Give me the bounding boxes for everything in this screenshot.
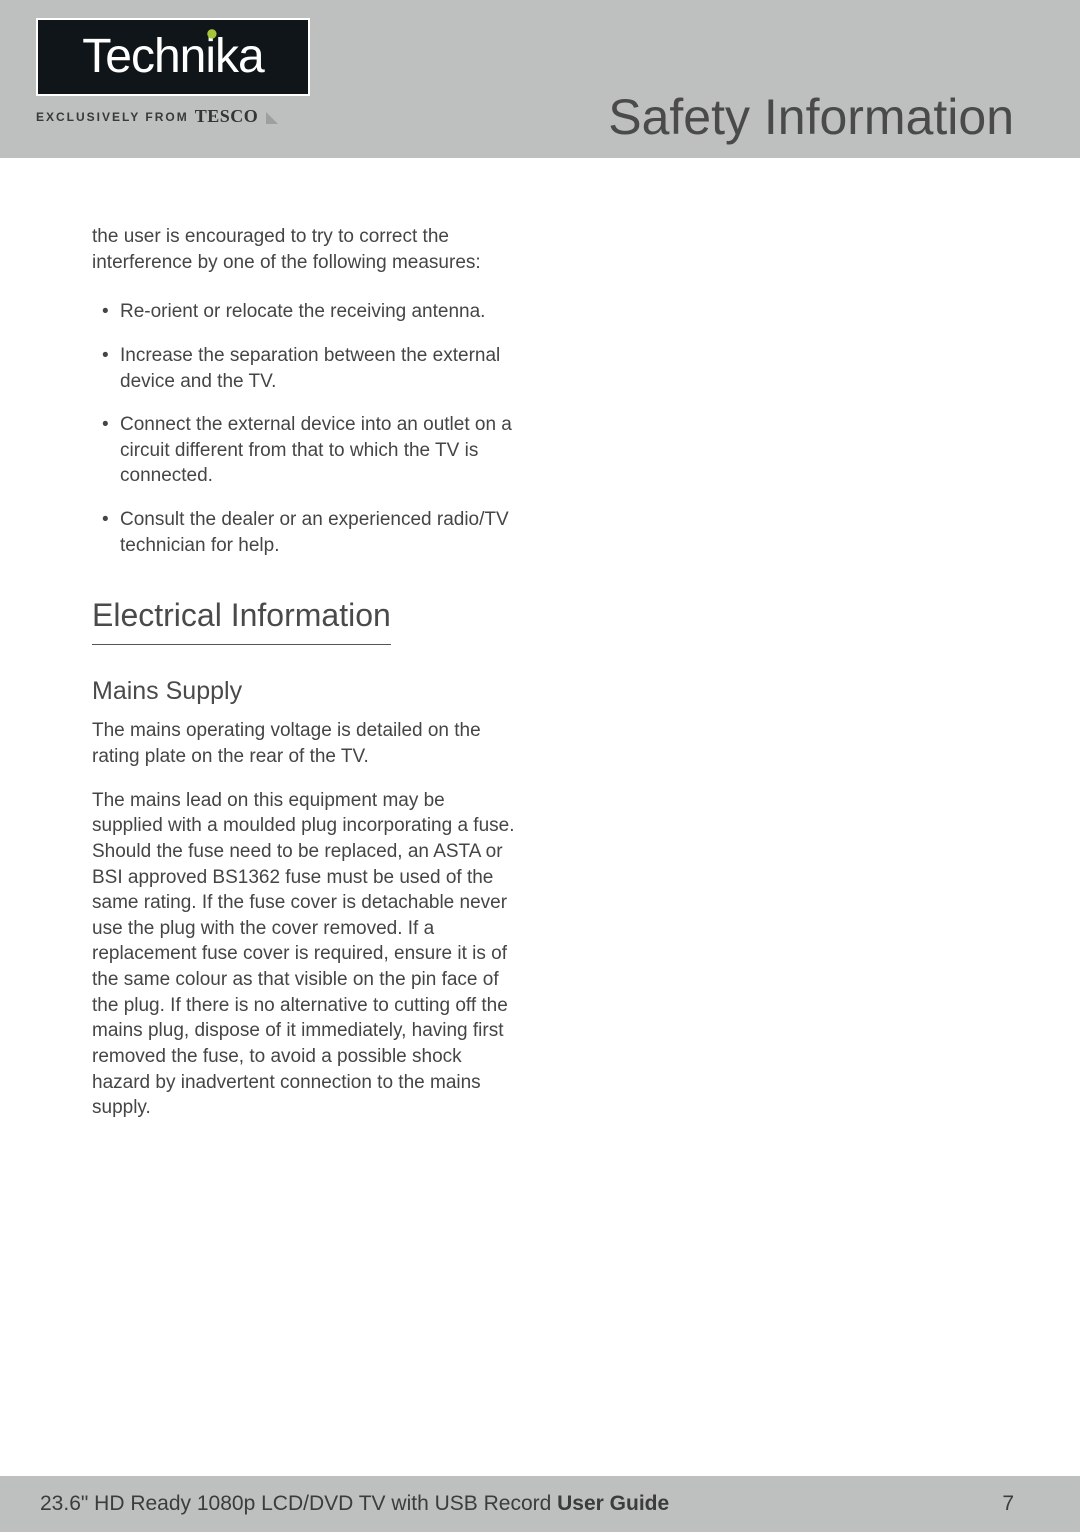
footer-band: 23.6" HD Ready 1080p LCD/DVD TV with USB… [0,1476,1080,1532]
brand-subline: EXCLUSIVELY FROM TESCO [36,106,310,127]
body-paragraph: The mains operating voltage is detailed … [92,718,516,769]
header-band: Techni●ka EXCLUSIVELY FROM TESCO Safety … [0,0,1080,158]
sub-heading: Mains Supply [92,675,516,709]
footer-model-bold: User Guide [557,1492,669,1515]
page-root: Techni●ka EXCLUSIVELY FROM TESCO Safety … [0,0,1080,1532]
brand-wordmark: Techni●ka [82,33,263,81]
page-title: Safety Information [608,88,1014,146]
swoosh-icon [266,112,278,124]
measures-list: Re-orient or relocate the receiving ante… [92,299,516,558]
footer-model-text: 23.6" HD Ready 1080p LCD/DVD TV with USB… [40,1492,557,1515]
list-item: Re-orient or relocate the receiving ante… [92,299,516,325]
partner-brand: TESCO [195,106,278,127]
exclusive-label: EXCLUSIVELY FROM [36,110,189,124]
list-item: Connect the external device into an outl… [92,412,516,489]
brand-logo: Techni●ka [36,18,310,96]
footer-model: 23.6" HD Ready 1080p LCD/DVD TV with USB… [40,1492,669,1516]
list-item: Increase the separation between the exte… [92,343,516,394]
section-heading: Electrical Information [92,594,391,644]
content-column: the user is encouraged to try to correct… [0,158,580,1121]
body-paragraph: The mains lead on this equipment may be … [92,788,516,1121]
brand-logo-area: Techni●ka EXCLUSIVELY FROM TESCO [36,18,310,127]
intro-text: the user is encouraged to try to correct… [92,224,516,275]
footer-page-number: 7 [1002,1492,1014,1516]
list-item: Consult the dealer or an experienced rad… [92,507,516,558]
